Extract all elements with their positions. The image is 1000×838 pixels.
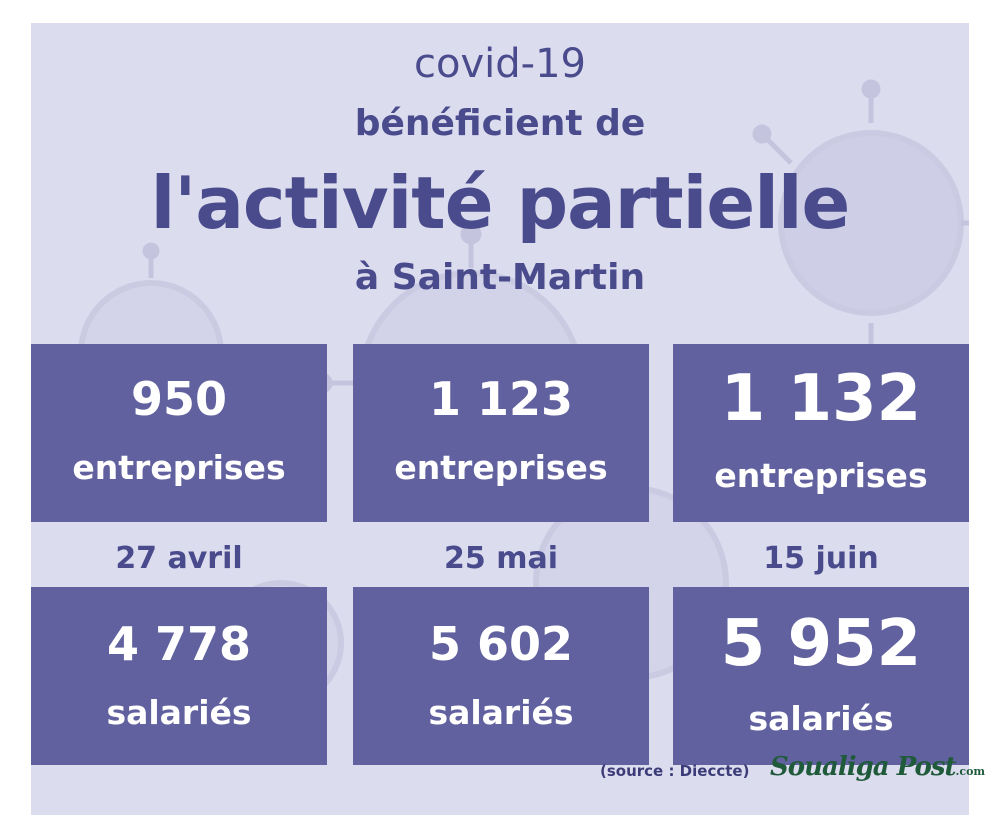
salaries-count: 5 952 bbox=[720, 607, 922, 681]
salaries-card-3: 5 952 salariés bbox=[673, 587, 969, 765]
logo-text: Soualiga Post bbox=[770, 752, 957, 782]
entreprises-count: 950 bbox=[130, 372, 228, 426]
entreprises-card-1: 950 entreprises bbox=[31, 344, 327, 522]
salaries-count: 5 602 bbox=[428, 617, 574, 671]
salaries-count: 4 778 bbox=[106, 617, 252, 671]
entreprises-label: entreprises bbox=[72, 448, 286, 487]
salaries-label: salariés bbox=[748, 699, 894, 738]
infographic-panel: covid-19 bénéficient de l'activité parti… bbox=[31, 23, 969, 815]
header-beneficient: bénéficient de bbox=[354, 103, 646, 144]
date-label-3: 15 juin bbox=[763, 541, 879, 576]
header-location: à Saint-Martin bbox=[354, 257, 646, 298]
logo-suffix: .com bbox=[955, 765, 986, 778]
date-label-1: 27 avril bbox=[115, 541, 243, 576]
salaries-card-2: 5 602 salariés bbox=[353, 587, 649, 765]
source-note: (source : Dieccte) bbox=[600, 762, 750, 780]
soualiga-post-logo: Soualiga Post.com bbox=[770, 752, 985, 782]
entreprises-count: 1 132 bbox=[720, 362, 922, 436]
salaries-card-1: 4 778 salariés bbox=[31, 587, 327, 765]
entreprises-label: entreprises bbox=[714, 456, 928, 495]
entreprises-card-2: 1 123 entreprises bbox=[353, 344, 649, 522]
entreprises-card-3: 1 132 entreprises bbox=[673, 344, 969, 522]
header-covid: covid-19 bbox=[414, 41, 586, 87]
salaries-label: salariés bbox=[106, 693, 252, 732]
entreprises-count: 1 123 bbox=[428, 372, 574, 426]
salaries-label: salariés bbox=[428, 693, 574, 732]
entreprises-label: entreprises bbox=[394, 448, 608, 487]
date-label-2: 25 mai bbox=[444, 541, 558, 576]
page-title: l'activité partielle bbox=[150, 161, 851, 245]
